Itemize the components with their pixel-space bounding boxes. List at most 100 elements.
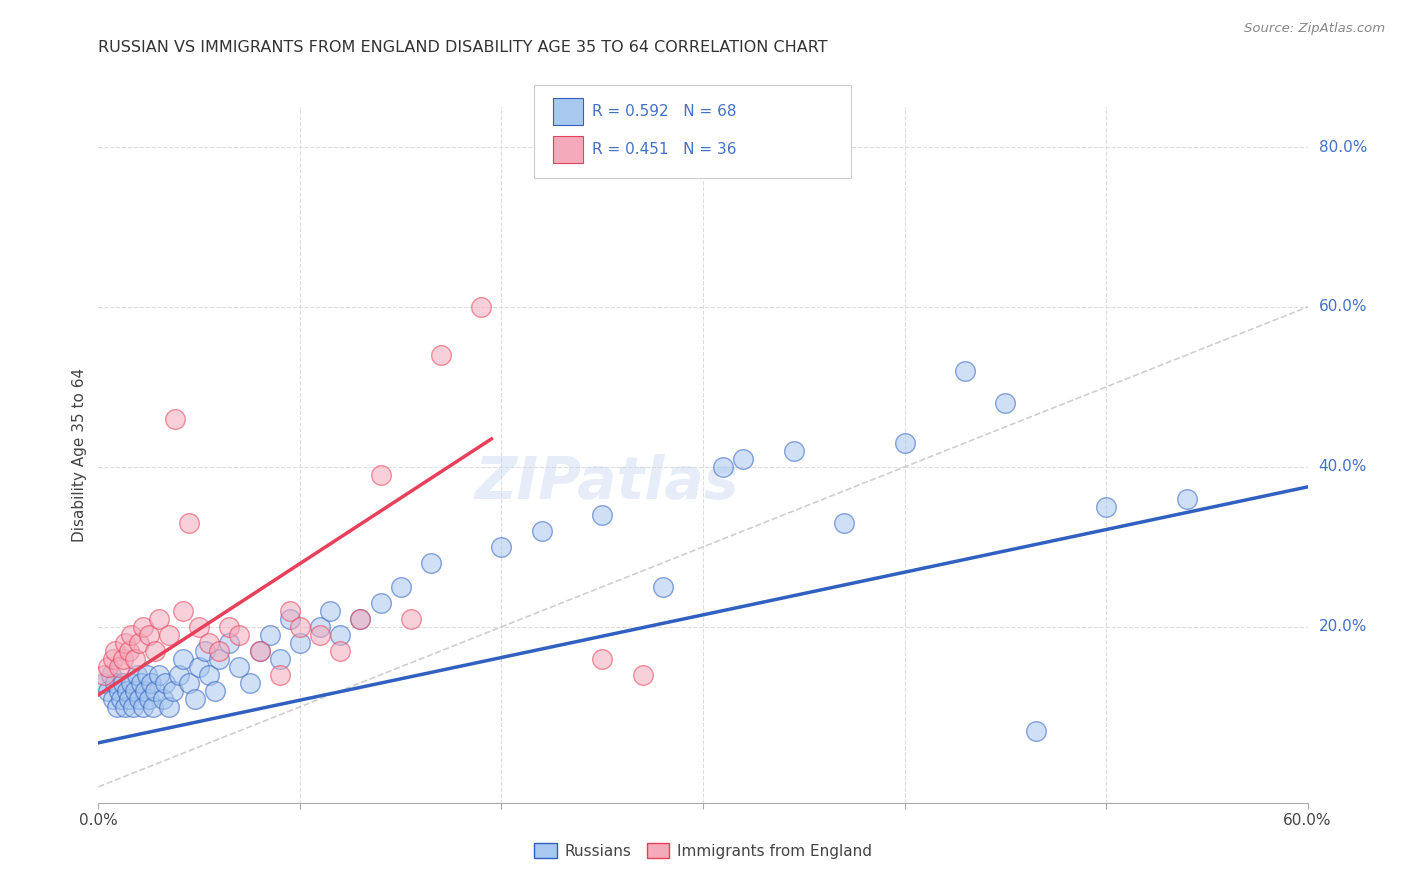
Point: [491, 540, 513, 554]
Point: [953, 364, 976, 378]
Point: [188, 660, 211, 674]
Point: [128, 636, 150, 650]
Point: [143, 683, 166, 698]
Point: [249, 644, 271, 658]
Point: [114, 699, 136, 714]
Point: [349, 612, 371, 626]
Point: [120, 628, 142, 642]
Point: [208, 644, 231, 658]
Point: [138, 691, 160, 706]
Point: [128, 691, 150, 706]
Point: [157, 699, 180, 714]
Point: [198, 636, 221, 650]
Point: [172, 604, 194, 618]
Point: [107, 660, 129, 674]
Point: [152, 691, 174, 706]
Point: [591, 652, 613, 666]
Point: [97, 683, 120, 698]
Point: [631, 668, 654, 682]
Point: [228, 660, 250, 674]
Point: [103, 644, 125, 658]
Point: [249, 644, 271, 658]
Point: [591, 508, 613, 522]
Text: 80.0%: 80.0%: [1319, 139, 1367, 154]
Point: [198, 668, 221, 682]
Point: [103, 676, 125, 690]
Text: Source: ZipAtlas.com: Source: ZipAtlas.com: [1244, 22, 1385, 36]
Point: [162, 683, 184, 698]
Point: [118, 691, 141, 706]
Point: [204, 683, 226, 698]
Point: [172, 652, 194, 666]
Text: R = 0.592   N = 68: R = 0.592 N = 68: [592, 104, 737, 119]
Point: [115, 683, 138, 698]
Text: R = 0.451   N = 36: R = 0.451 N = 36: [592, 143, 737, 157]
Text: 60.0%: 60.0%: [1319, 300, 1367, 315]
Point: [1095, 500, 1118, 514]
Point: [153, 676, 176, 690]
Point: [278, 612, 301, 626]
Point: [269, 652, 291, 666]
Point: [121, 699, 143, 714]
Point: [259, 628, 281, 642]
Point: [101, 652, 124, 666]
Point: [111, 676, 134, 690]
Point: [110, 691, 132, 706]
Point: [329, 628, 352, 642]
Point: [157, 628, 180, 642]
Point: [194, 644, 217, 658]
Point: [177, 516, 201, 530]
Text: 40.0%: 40.0%: [1319, 459, 1367, 475]
Point: [135, 668, 157, 682]
Point: [370, 467, 392, 482]
Point: [288, 636, 311, 650]
Point: [111, 652, 134, 666]
Legend: Russians, Immigrants from England: Russians, Immigrants from England: [527, 837, 879, 864]
Point: [143, 644, 166, 658]
Point: [142, 699, 165, 714]
Point: [125, 668, 148, 682]
Point: [389, 580, 412, 594]
Point: [269, 668, 291, 682]
Point: [370, 596, 392, 610]
Point: [97, 660, 120, 674]
Point: [288, 620, 311, 634]
Point: [184, 691, 207, 706]
Point: [139, 676, 162, 690]
Point: [651, 580, 673, 594]
Point: [309, 620, 332, 634]
Text: 20.0%: 20.0%: [1319, 619, 1367, 634]
Point: [208, 652, 231, 666]
Point: [319, 604, 342, 618]
Point: [124, 652, 146, 666]
Point: [349, 612, 371, 626]
Point: [430, 348, 453, 362]
Point: [1175, 491, 1198, 506]
Text: RUSSIAN VS IMMIGRANTS FROM ENGLAND DISABILITY AGE 35 TO 64 CORRELATION CHART: RUSSIAN VS IMMIGRANTS FROM ENGLAND DISAB…: [98, 40, 828, 55]
Point: [114, 636, 136, 650]
Point: [239, 676, 262, 690]
Point: [530, 524, 553, 538]
Point: [228, 628, 250, 642]
Point: [101, 691, 124, 706]
Point: [132, 620, 155, 634]
Point: [100, 668, 122, 682]
Point: [148, 668, 170, 682]
Point: [329, 644, 352, 658]
Point: [167, 668, 190, 682]
Point: [994, 396, 1017, 410]
Point: [105, 699, 128, 714]
Point: [93, 676, 115, 690]
Point: [124, 683, 146, 698]
Point: [120, 676, 142, 690]
Point: [107, 683, 129, 698]
Y-axis label: Disability Age 35 to 64: Disability Age 35 to 64: [72, 368, 87, 542]
Point: [278, 604, 301, 618]
Point: [129, 676, 152, 690]
Point: [163, 412, 186, 426]
Point: [118, 644, 141, 658]
Point: [177, 676, 201, 690]
Point: [93, 668, 115, 682]
Point: [893, 436, 915, 450]
Point: [419, 556, 441, 570]
